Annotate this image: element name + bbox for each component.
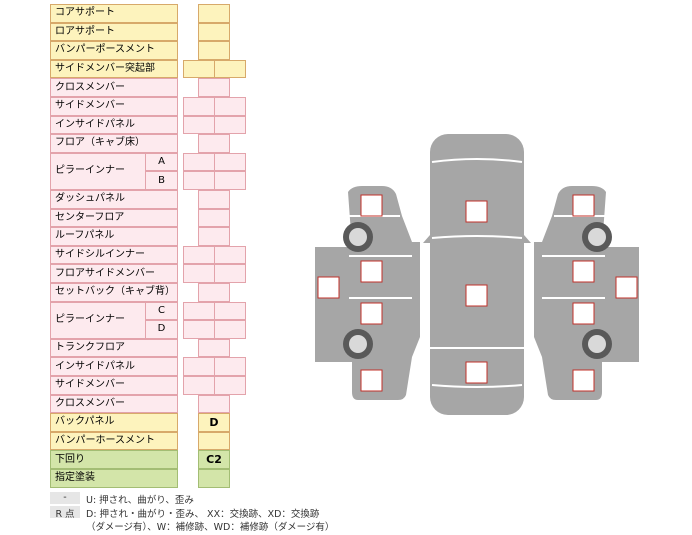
check-cell <box>183 171 215 190</box>
check-cell <box>183 152 215 172</box>
check-cell <box>214 152 246 172</box>
check-cell <box>214 59 246 79</box>
row-label: バックパネル <box>50 413 178 432</box>
check-cell <box>214 171 246 190</box>
check-cell <box>214 357 246 376</box>
row-label: ロアサポート <box>50 22 178 42</box>
check-cell <box>198 469 230 488</box>
row-sublabel: C <box>145 301 178 321</box>
legend-text: （ダメージ有）、W：補修跡、WD：補修跡（ダメージ有） <box>86 522 335 533</box>
check-cell <box>183 320 215 339</box>
check-cell <box>214 301 246 321</box>
check-cell <box>183 97 215 116</box>
check-cell <box>214 245 246 265</box>
row-label: センターフロア <box>50 208 178 228</box>
check-cell <box>198 431 230 451</box>
check-cell <box>214 97 246 116</box>
row-label: サイドメンバー <box>50 376 178 395</box>
check-cell <box>198 134 230 153</box>
check-cell <box>198 208 230 228</box>
row-label: インサイドパネル <box>50 115 178 135</box>
legend-key: - <box>50 492 80 504</box>
check-cell: C2 <box>198 450 230 469</box>
check-cell <box>214 320 246 339</box>
check-cell <box>183 301 215 321</box>
row-label: バンパーポースメント <box>50 41 178 60</box>
row-label: ピラーインナー <box>50 152 146 190</box>
check-cell <box>214 376 246 395</box>
row-label: ルーフパネル <box>50 227 178 246</box>
row-label: クロスメンバー <box>50 78 178 97</box>
row-label: ピラーインナー <box>50 301 146 339</box>
check-cell <box>198 190 230 209</box>
check-cell <box>214 115 246 135</box>
row-sublabel: B <box>145 171 178 190</box>
check-cell <box>198 394 230 414</box>
check-cell <box>198 41 230 60</box>
check-cell <box>183 264 215 283</box>
row-label: サイドシルインナー <box>50 245 178 265</box>
row-label: フロア（キャブ床） <box>50 134 178 153</box>
row-label: サイドメンバー突起部 <box>50 59 178 79</box>
check-cell <box>183 245 215 265</box>
check-cell <box>198 4 230 23</box>
row-label: バンパーホースメント <box>50 431 178 451</box>
legend-text: U: 押され、曲がり、歪み <box>86 495 194 506</box>
check-cell <box>183 59 215 79</box>
row-label: コアサポート <box>50 4 178 23</box>
check-cell <box>183 115 215 135</box>
legend-key: R 点 <box>50 506 80 520</box>
check-cell <box>198 338 230 358</box>
legend-text: D: 押され・曲がり・歪み、 XX：交換跡、XD：交換跡 <box>86 509 320 520</box>
check-cell: D <box>198 413 230 432</box>
row-sublabel: D <box>145 320 178 339</box>
check-cell <box>183 376 215 395</box>
row-label: 指定塗装 <box>50 469 178 488</box>
check-cell <box>198 78 230 97</box>
check-cell <box>198 227 230 246</box>
row-label: クロスメンバー <box>50 394 178 414</box>
row-label: インサイドパネル <box>50 357 178 376</box>
row-label: セットバック（キャブ背） <box>50 283 178 302</box>
check-cell <box>183 357 215 376</box>
row-label: トランクフロア <box>50 338 178 358</box>
row-label: フロアサイドメンバー <box>50 264 178 283</box>
row-label: 下回り <box>50 450 178 469</box>
row-label: ダッシュパネル <box>50 190 178 209</box>
check-cell <box>214 264 246 283</box>
row-label: サイドメンバー <box>50 97 178 116</box>
check-cell <box>198 22 230 42</box>
check-cell <box>198 283 230 302</box>
row-sublabel: A <box>145 152 178 172</box>
